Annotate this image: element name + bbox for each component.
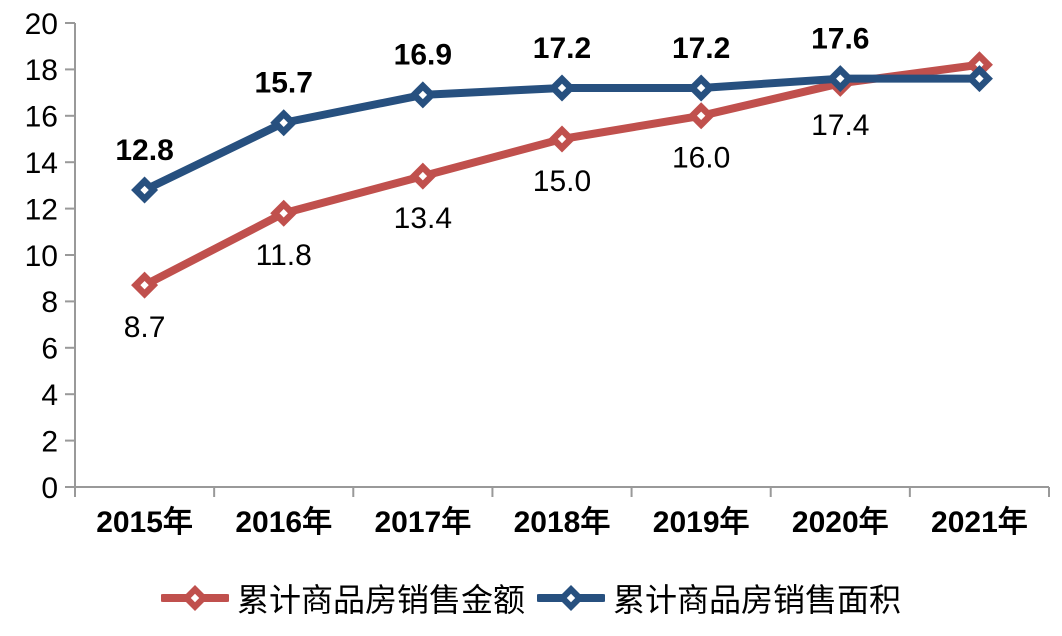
y-tick-label: 16 bbox=[25, 101, 58, 134]
legend-marker-icon bbox=[537, 585, 605, 611]
data-label: 11.8 bbox=[256, 239, 312, 272]
y-tick-label: 18 bbox=[25, 54, 58, 87]
y-tick-label: 4 bbox=[41, 379, 58, 412]
data-label: 16.0 bbox=[672, 142, 730, 175]
y-tick-label: 2 bbox=[41, 425, 58, 458]
chart-legend: 累计商品房销售金额 累计商品房销售面积 bbox=[0, 573, 1062, 623]
data-point-marker-center bbox=[279, 209, 288, 218]
data-point-marker-center bbox=[836, 74, 845, 83]
data-point-marker-center bbox=[696, 83, 706, 93]
y-tick-label: 10 bbox=[25, 240, 58, 273]
data-label: 15.0 bbox=[533, 165, 591, 198]
data-point-marker-center bbox=[140, 280, 149, 290]
x-axis-label: 2017年 bbox=[374, 506, 471, 539]
data-point-marker-center bbox=[975, 60, 984, 69]
data-label: 17.2 bbox=[533, 32, 591, 65]
legend-item-1: 累计商品房销售面积 bbox=[537, 575, 901, 621]
data-point-marker-center bbox=[418, 171, 428, 181]
data-label: 17.6 bbox=[811, 22, 869, 55]
data-label: 12.8 bbox=[115, 134, 173, 167]
legend-label-0: 累计商品房销售金额 bbox=[236, 582, 525, 618]
data-point-marker-center bbox=[418, 90, 428, 100]
legend-marker-icon bbox=[160, 585, 229, 611]
y-tick-label: 6 bbox=[41, 333, 58, 366]
data-label: 17.2 bbox=[672, 32, 730, 65]
legend-label-1: 累计商品房销售面积 bbox=[613, 582, 902, 618]
legend-item-0: 累计商品房销售金额 bbox=[160, 575, 525, 621]
data-point-marker-center bbox=[279, 118, 288, 127]
data-label: 17.4 bbox=[811, 109, 869, 142]
data-point-marker-center bbox=[557, 83, 567, 93]
y-tick-label: 14 bbox=[25, 147, 58, 180]
y-tick-label: 20 bbox=[25, 8, 58, 41]
x-axis-label: 2018年 bbox=[514, 506, 611, 539]
y-tick-label: 12 bbox=[25, 193, 58, 226]
x-axis-label: 2016年 bbox=[235, 506, 332, 539]
data-label: 13.4 bbox=[394, 202, 452, 235]
data-point-marker-center bbox=[140, 185, 149, 195]
y-tick-label: 0 bbox=[41, 472, 58, 505]
x-axis-label: 2015年 bbox=[96, 506, 193, 539]
x-axis-label: 2021年 bbox=[931, 506, 1028, 539]
data-label: 16.9 bbox=[394, 39, 452, 72]
data-point-marker-center bbox=[557, 134, 567, 144]
x-axis-label: 2019年 bbox=[653, 506, 750, 539]
data-label: 15.7 bbox=[255, 67, 313, 100]
data-point-marker-center bbox=[975, 74, 984, 83]
data-point-marker-center bbox=[696, 111, 706, 120]
data-label: 8.7 bbox=[124, 311, 166, 344]
x-axis-label: 2020年 bbox=[792, 506, 889, 539]
y-tick-label: 8 bbox=[41, 286, 58, 319]
